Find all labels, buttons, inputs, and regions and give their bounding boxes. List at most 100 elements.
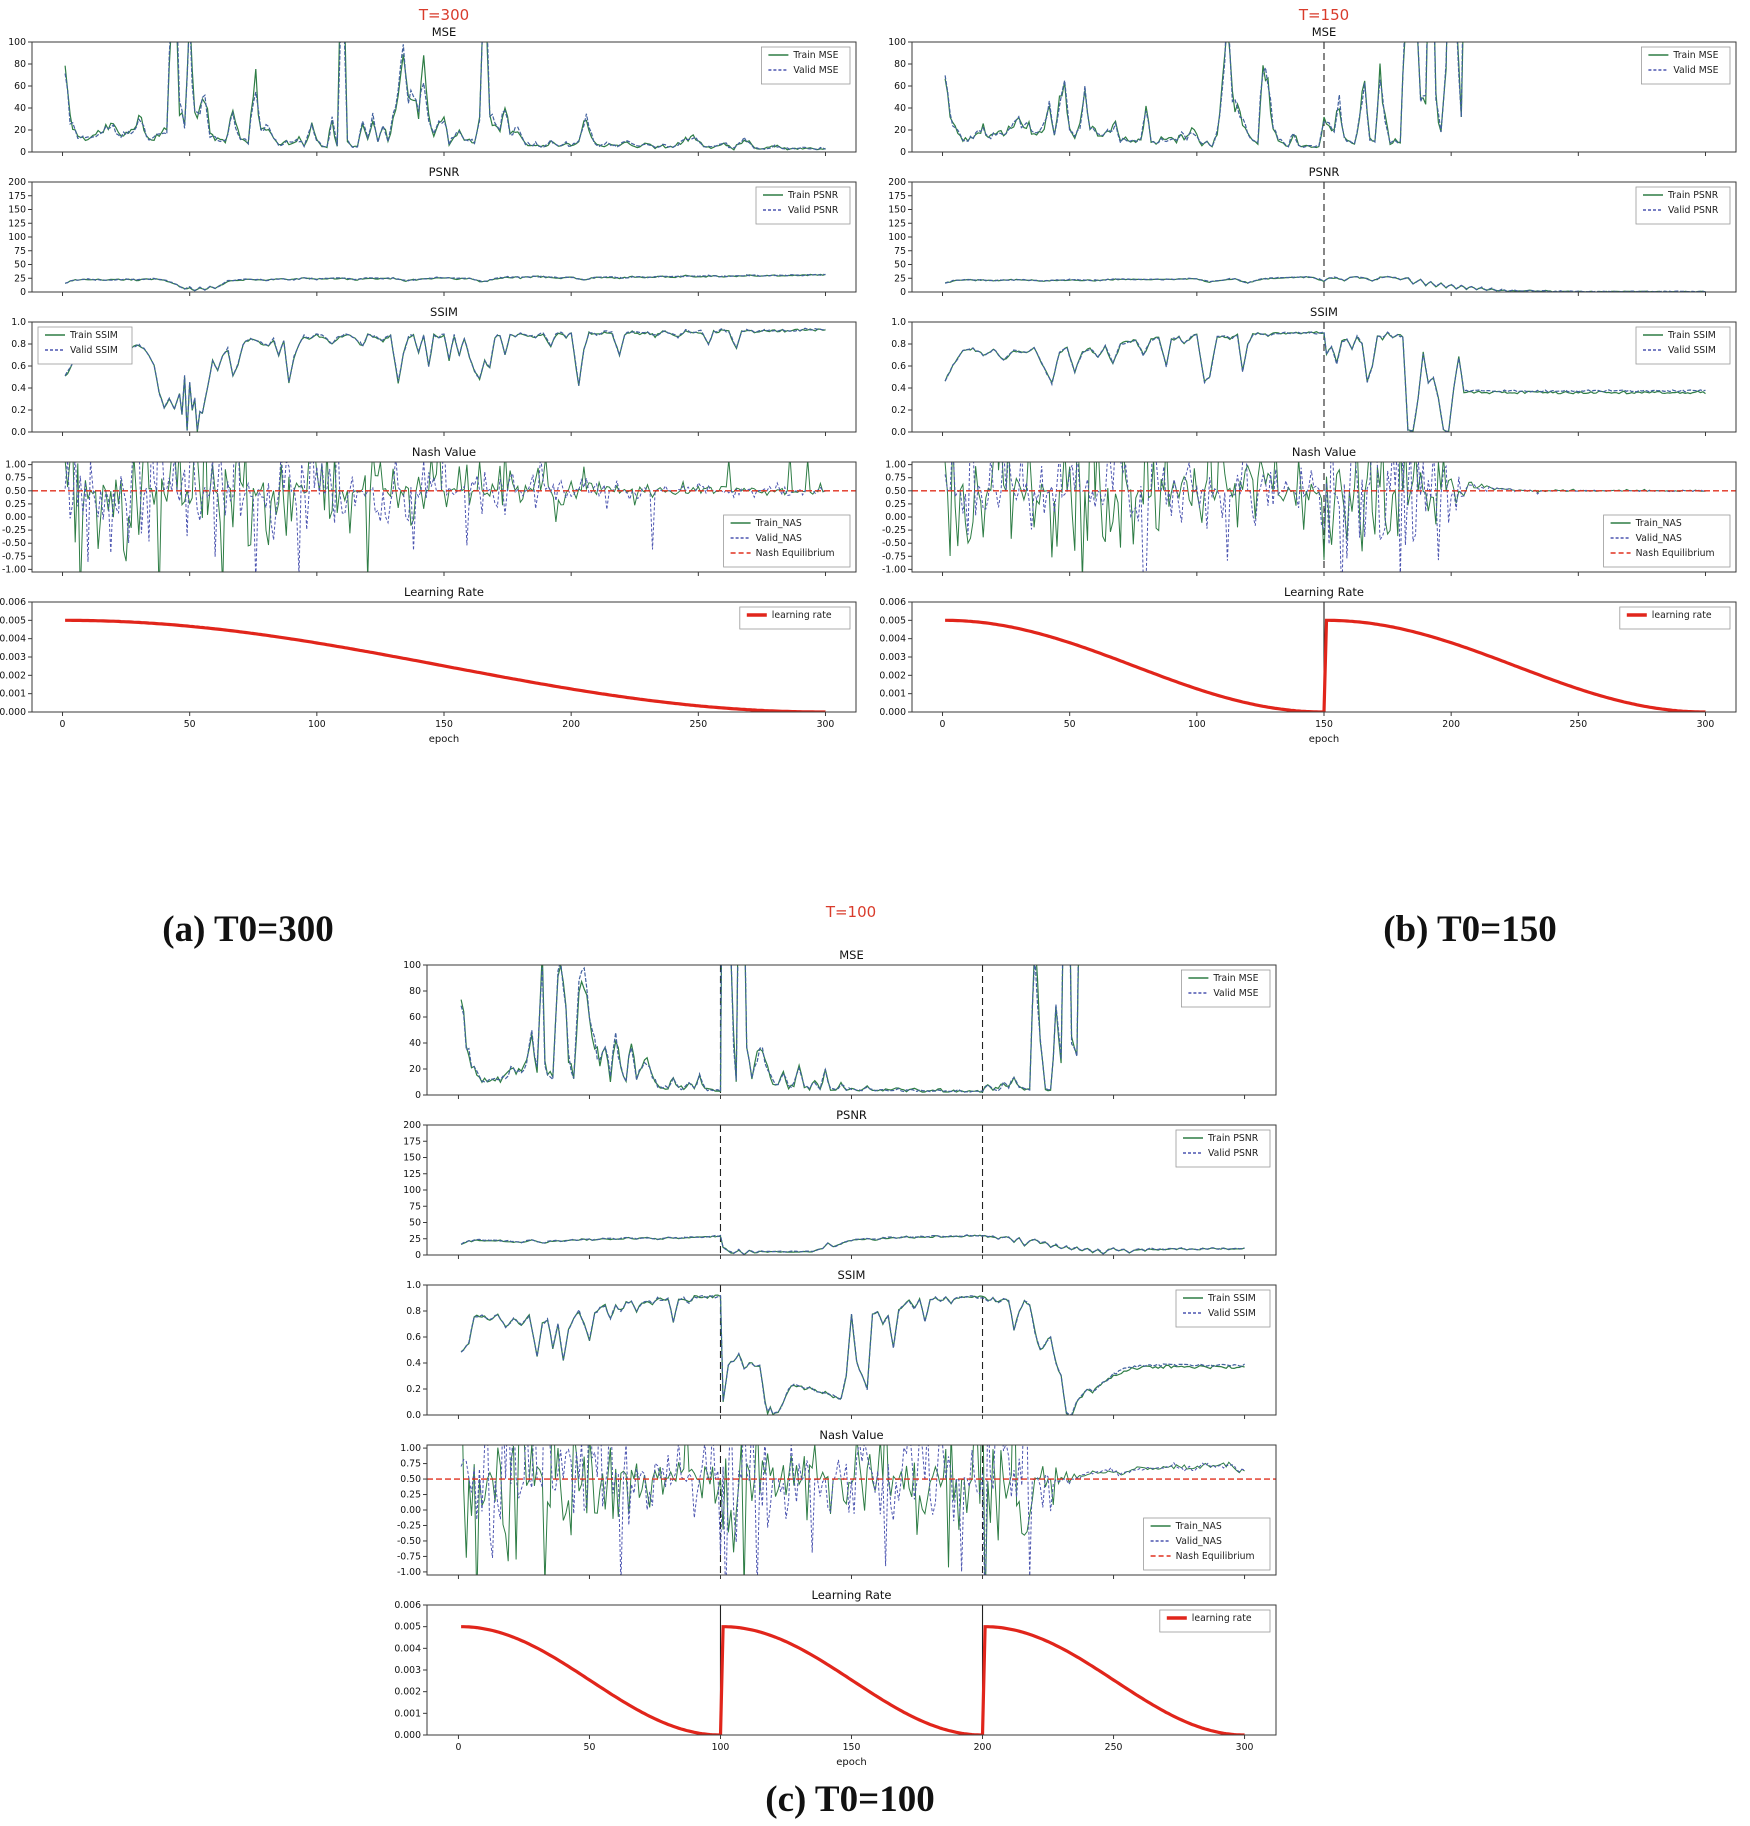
axis-text: 50 bbox=[14, 260, 26, 271]
axis-text: 250 bbox=[689, 719, 707, 730]
plot-area-mse bbox=[64, 42, 826, 151]
series-line-1 bbox=[944, 331, 1706, 432]
plot-area-nash-value bbox=[32, 462, 856, 572]
legend: Train PSNR Valid PSNR bbox=[1175, 1129, 1271, 1168]
axis-text: 40 bbox=[894, 103, 906, 114]
axis-text: PSNR bbox=[1309, 165, 1340, 179]
series-line-1 bbox=[460, 1234, 1245, 1255]
axis-text: Train MSE bbox=[1672, 50, 1718, 61]
plot-area-mse bbox=[944, 42, 1464, 152]
axis-text: 300 bbox=[1236, 1742, 1254, 1753]
axis-text: 0.003 bbox=[395, 1665, 421, 1676]
plot-area-nash-value bbox=[427, 1445, 1276, 1575]
axis-text: 40 bbox=[409, 1038, 421, 1049]
axis-text: 0.000 bbox=[880, 707, 906, 718]
axis-text: -0.50 bbox=[2, 538, 26, 549]
axis-text: 1.00 bbox=[5, 460, 26, 471]
axis-text: 0.25 bbox=[400, 1490, 421, 1501]
axis-text: 50 bbox=[184, 719, 196, 730]
axis-text: Valid SSIM bbox=[1208, 1308, 1256, 1319]
axis-text: 175 bbox=[403, 1136, 421, 1147]
axis-text: Nash Equilibrium bbox=[1636, 548, 1715, 559]
axis-text: 50 bbox=[584, 1742, 596, 1753]
axis-text: 0.25 bbox=[5, 499, 26, 510]
chart-panel-t150: MSE 0 20 40 60 80 100 Train MSE Valid MSE PSNR 0 25… bbox=[880, 25, 1737, 745]
axis-text: Nash Value bbox=[1292, 445, 1356, 459]
series-line-0 bbox=[64, 328, 826, 432]
series-line-0 bbox=[65, 618, 826, 712]
axis-text: 150 bbox=[843, 1742, 861, 1753]
axis-text: 200 bbox=[403, 1120, 421, 1131]
caption-c: (c) T0=100 bbox=[765, 1779, 935, 1820]
axis-text: 0 bbox=[20, 287, 26, 298]
series-line-0 bbox=[460, 1294, 1245, 1415]
plot-area-ssim bbox=[944, 322, 1706, 432]
axis-text: 1.0 bbox=[11, 317, 26, 328]
plot-frame bbox=[426, 1604, 1277, 1736]
axis-text: -0.50 bbox=[397, 1536, 421, 1547]
axis-text: Learning Rate bbox=[812, 1588, 892, 1602]
axis-text: 100 bbox=[888, 232, 906, 243]
axis-text: Train PSNR bbox=[1667, 190, 1719, 201]
axis-text: 1.0 bbox=[891, 317, 906, 328]
axis-text: 175 bbox=[888, 191, 906, 202]
axis-text: 200 bbox=[974, 1742, 992, 1753]
axis-text: 0.006 bbox=[395, 1600, 421, 1611]
axis-text: 0.001 bbox=[395, 1708, 421, 1719]
axis-text: Learning Rate bbox=[1284, 585, 1364, 599]
axis-text: 25 bbox=[14, 273, 26, 284]
axis-text: Valid PSNR bbox=[1668, 205, 1719, 216]
legend: Train MSE Valid MSE bbox=[761, 46, 851, 85]
axis-text: 0.001 bbox=[0, 689, 26, 700]
axis-text: 100 bbox=[8, 37, 26, 48]
axis-text: epoch bbox=[429, 734, 459, 745]
axis-text: 0 bbox=[940, 719, 946, 730]
axis-text: 0 bbox=[415, 1090, 421, 1101]
axis-text: 0.75 bbox=[5, 473, 26, 484]
axis-text: Nash Value bbox=[412, 445, 476, 459]
axis-text: 0.003 bbox=[0, 652, 26, 663]
series-line-0 bbox=[460, 965, 1079, 1093]
plot-frame bbox=[426, 1284, 1277, 1416]
axis-text: 80 bbox=[894, 59, 906, 70]
axis-text: 100 bbox=[403, 1185, 421, 1196]
series-line-0 bbox=[945, 618, 1706, 712]
legend: Train SSIM Valid SSIM bbox=[37, 326, 133, 365]
series-line-1 bbox=[64, 462, 826, 572]
axis-text: MSE bbox=[839, 948, 864, 962]
caption-b: (b) T0=150 bbox=[1383, 909, 1557, 950]
series-line-0 bbox=[64, 42, 826, 151]
legend: Train MSE Valid MSE bbox=[1181, 969, 1271, 1008]
axis-text: 75 bbox=[894, 246, 906, 257]
axis-text: 100 bbox=[1188, 719, 1206, 730]
axis-text: learning rate bbox=[1192, 1613, 1252, 1624]
axis-text: 0.006 bbox=[880, 597, 906, 608]
axis-text: Train_NAS bbox=[1175, 1521, 1222, 1532]
legend: learning rate bbox=[1159, 1609, 1271, 1633]
series-line-1 bbox=[460, 965, 1079, 1093]
axis-text: 125 bbox=[888, 218, 906, 229]
axis-text: 0.0 bbox=[891, 427, 906, 438]
axis-text: 1.0 bbox=[406, 1280, 421, 1291]
axis-text: 25 bbox=[894, 273, 906, 284]
axis-text: Valid_NAS bbox=[1636, 533, 1682, 544]
axis-text: 75 bbox=[14, 246, 26, 257]
axis-text: 40 bbox=[14, 103, 26, 114]
axis-text: -0.75 bbox=[882, 551, 906, 562]
axis-text: 100 bbox=[712, 1742, 730, 1753]
axis-text: 0.6 bbox=[11, 361, 26, 372]
axis-text: 125 bbox=[8, 218, 26, 229]
plot-area-psnr bbox=[944, 182, 1706, 292]
axis-text: 0.4 bbox=[11, 383, 26, 394]
axis-text: learning rate bbox=[1652, 610, 1712, 621]
axis-text: 1.00 bbox=[885, 460, 906, 471]
axis-text: 75 bbox=[409, 1201, 421, 1212]
axis-text: 100 bbox=[888, 37, 906, 48]
axis-text: 0.000 bbox=[0, 707, 26, 718]
axis-text: 0 bbox=[900, 287, 906, 298]
axis-text: 0 bbox=[60, 719, 66, 730]
axis-text: Nash Value bbox=[819, 1428, 883, 1442]
axis-text: 0 bbox=[900, 147, 906, 158]
axis-text: SSIM bbox=[838, 1268, 866, 1282]
axis-text: 0.002 bbox=[0, 670, 26, 681]
